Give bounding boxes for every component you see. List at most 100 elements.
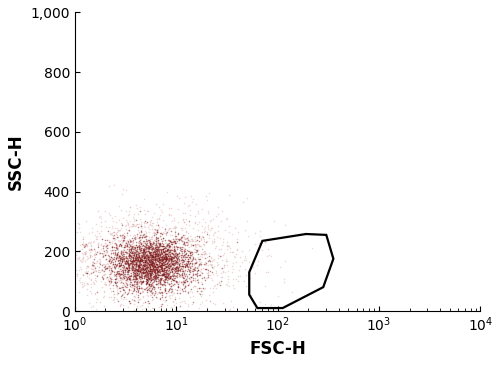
Point [162,248,170,254]
Point [73,230,81,235]
Point [139,268,147,274]
Point [131,261,139,267]
Point [100,272,108,278]
Point [124,222,132,228]
Point [134,256,142,262]
Point [114,270,122,276]
Point [248,264,256,270]
Point [116,241,124,247]
Point [148,220,156,226]
Point [186,233,194,239]
Point [152,222,160,228]
Point [150,283,158,288]
Point [166,275,174,281]
Point [182,287,190,293]
Point [180,257,188,262]
Point [186,253,194,258]
Point [125,273,133,279]
Point [208,261,216,267]
Point [232,259,240,265]
Point [196,257,203,262]
Point [128,256,136,262]
Point [150,277,158,283]
Point [156,241,164,247]
Point [160,235,168,241]
Point [158,266,166,272]
Point [154,269,162,275]
Point [150,252,158,258]
Point [155,266,163,272]
Point [146,274,154,280]
Point [157,264,165,270]
Point [156,253,164,258]
Point [128,258,136,264]
Point [96,258,104,264]
Point [104,265,112,271]
Point [117,242,125,248]
Point [128,253,136,258]
Point [176,287,184,293]
Point [158,249,166,255]
Point [124,267,132,273]
Point [170,240,178,246]
Point [118,240,126,246]
Point [162,251,170,257]
Point [122,265,130,271]
Point [152,251,160,257]
Point [151,247,159,253]
Point [162,264,170,270]
Point [178,259,186,265]
Point [125,276,133,282]
Point [152,234,160,239]
Point [133,257,141,263]
Point [180,219,188,225]
Point [231,254,239,260]
Point [143,274,151,280]
Point [124,253,132,259]
Point [165,266,173,272]
Point [178,274,186,280]
Point [180,232,188,238]
Point [119,253,127,258]
Point [149,262,157,268]
Point [196,243,204,249]
Point [161,256,169,262]
Point [154,252,162,258]
Point [146,261,154,267]
Point [178,263,186,269]
Point [239,199,247,205]
Point [177,245,185,250]
Point [99,272,107,277]
Point [170,254,178,260]
Point [182,236,190,242]
Point [229,304,237,310]
Point [159,243,167,249]
Point [86,253,94,259]
Point [144,222,152,228]
Point [162,279,170,285]
Point [124,261,132,267]
Point [174,231,182,237]
Point [148,269,156,275]
Point [223,262,231,268]
Point [135,243,143,249]
Point [134,263,142,269]
Point [100,269,108,274]
Point [148,247,156,253]
Point [134,277,142,283]
Point [163,242,171,248]
Point [148,258,156,264]
Point [119,238,127,244]
Point [116,285,124,291]
Point [132,262,140,268]
Point [196,290,203,296]
Point [151,258,159,264]
Point [86,247,94,253]
Point [205,190,213,196]
Point [152,242,160,248]
Point [118,221,126,227]
Point [169,273,177,279]
Point [101,208,109,214]
Point [168,286,175,292]
Point [197,237,205,243]
